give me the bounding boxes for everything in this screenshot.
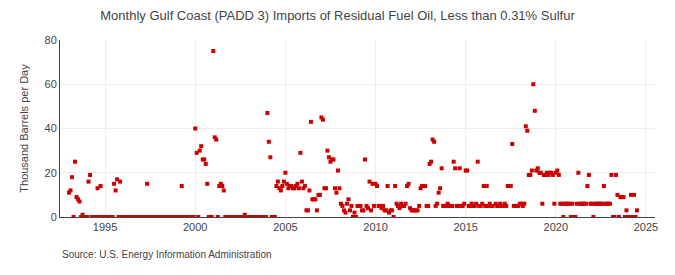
svg-text:20: 20	[45, 167, 57, 179]
svg-text:Monthly Gulf Coast (PADD 3) Im: Monthly Gulf Coast (PADD 3) Imports of R…	[100, 8, 575, 23]
svg-text:2000: 2000	[183, 221, 207, 233]
svg-text:40: 40	[45, 122, 57, 134]
svg-text:2025: 2025	[634, 221, 658, 233]
svg-text:80: 80	[45, 34, 57, 46]
svg-text:2010: 2010	[363, 221, 387, 233]
svg-text:2020: 2020	[544, 221, 568, 233]
svg-text:2005: 2005	[273, 221, 297, 233]
svg-text:2015: 2015	[453, 221, 477, 233]
svg-text:Thousand Barrels per Day: Thousand Barrels per Day	[18, 64, 30, 193]
svg-text:60: 60	[45, 78, 57, 90]
svg-text:Source: U.S. Energy Informatio: Source: U.S. Energy Information Administ…	[62, 249, 272, 260]
svg-text:0: 0	[51, 211, 57, 223]
svg-text:1995: 1995	[93, 221, 117, 233]
